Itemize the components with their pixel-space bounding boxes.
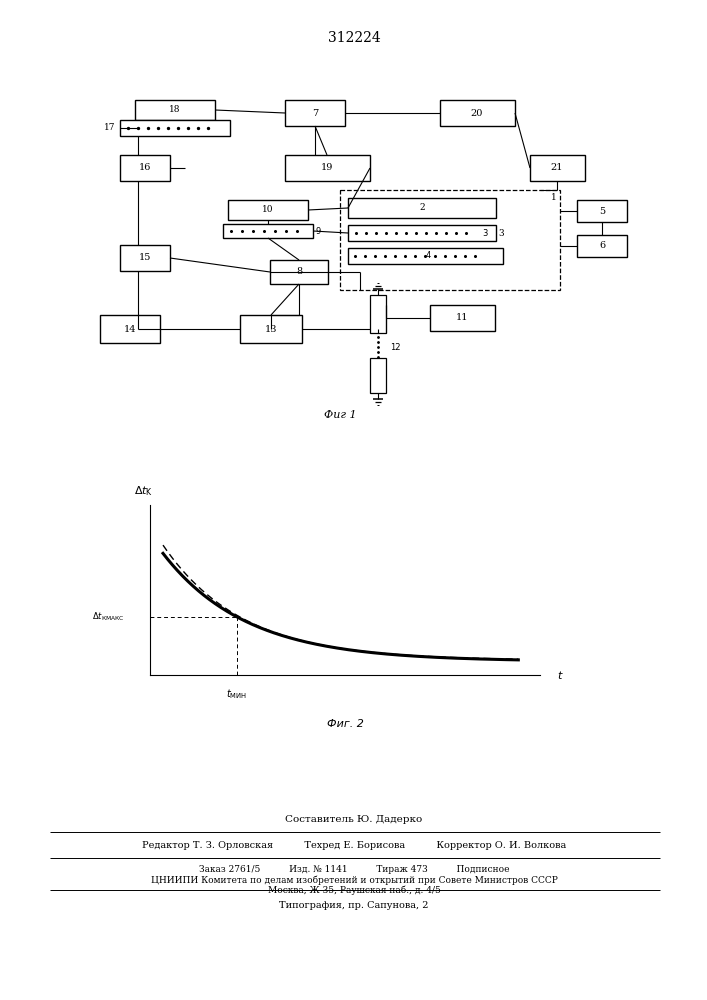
Text: $\Delta t_{\rm КМАКС}$: $\Delta t_{\rm КМАКС}$ xyxy=(92,611,124,623)
Bar xyxy=(370,295,386,333)
Text: 18: 18 xyxy=(169,105,181,114)
Bar xyxy=(348,225,496,241)
Text: 3: 3 xyxy=(483,229,488,237)
Text: Москва, Ж-35, Раушская наб., д. 4/5: Москва, Ж-35, Раушская наб., д. 4/5 xyxy=(267,885,440,895)
Text: 10: 10 xyxy=(262,206,274,215)
Text: Фиг 1: Фиг 1 xyxy=(324,410,356,420)
Text: 15: 15 xyxy=(139,253,151,262)
Bar xyxy=(285,100,345,126)
Text: Типография, пр. Сапунова, 2: Типография, пр. Сапунова, 2 xyxy=(279,900,428,910)
Text: 12: 12 xyxy=(390,344,400,353)
Text: $\Delta t_{\rm K}$: $\Delta t_{\rm K}$ xyxy=(134,484,153,498)
Text: 4: 4 xyxy=(426,251,431,260)
Text: 312224: 312224 xyxy=(327,31,380,45)
Bar xyxy=(100,315,160,343)
Bar xyxy=(240,315,302,343)
Bar xyxy=(348,198,496,218)
Bar xyxy=(577,235,627,257)
Bar xyxy=(285,155,370,181)
Bar xyxy=(340,190,560,290)
Bar xyxy=(270,260,328,284)
Text: Заказ 2761/5          Изд. № 1141          Тираж 473          Подписное: Заказ 2761/5 Изд. № 1141 Тираж 473 Подпи… xyxy=(199,865,509,874)
Text: 20: 20 xyxy=(471,108,483,117)
Text: 8: 8 xyxy=(296,267,302,276)
Bar xyxy=(228,200,308,220)
Text: 16: 16 xyxy=(139,163,151,172)
Text: 5: 5 xyxy=(599,207,605,216)
Text: 13: 13 xyxy=(264,324,277,334)
Bar xyxy=(440,100,515,126)
Text: 6: 6 xyxy=(599,241,605,250)
Bar xyxy=(430,305,495,331)
Text: 14: 14 xyxy=(124,324,136,334)
Bar xyxy=(577,200,627,222)
Text: 19: 19 xyxy=(321,163,333,172)
Bar xyxy=(530,155,585,181)
Text: Редактор Т. З. Орловская          Техред Е. Борисова          Корректор О. И. Во: Редактор Т. З. Орловская Техред Е. Борис… xyxy=(142,840,566,850)
Text: $t$: $t$ xyxy=(557,669,564,681)
Text: 21: 21 xyxy=(551,163,563,172)
Bar xyxy=(223,224,313,238)
Text: $t_{\rm МИН}$: $t_{\rm МИН}$ xyxy=(226,687,247,701)
Bar xyxy=(135,100,215,120)
Text: Фиг. 2: Фиг. 2 xyxy=(327,719,363,729)
Text: Составитель Ю. Дадерко: Составитель Ю. Дадерко xyxy=(286,816,423,824)
Bar xyxy=(120,155,170,181)
Bar xyxy=(120,120,230,136)
Text: 9: 9 xyxy=(316,227,321,235)
Text: ЦНИИПИ Комитета по делам изобретений и открытий при Совете Министров СССР: ЦНИИПИ Комитета по делам изобретений и о… xyxy=(151,875,557,885)
Text: 2: 2 xyxy=(419,204,425,213)
Text: 7: 7 xyxy=(312,108,318,117)
Text: 3: 3 xyxy=(498,229,504,237)
Bar xyxy=(348,248,503,264)
Bar xyxy=(120,245,170,271)
Text: 17: 17 xyxy=(104,123,116,132)
Bar xyxy=(370,358,386,393)
Text: 11: 11 xyxy=(456,314,468,322)
Text: 1: 1 xyxy=(551,194,557,202)
